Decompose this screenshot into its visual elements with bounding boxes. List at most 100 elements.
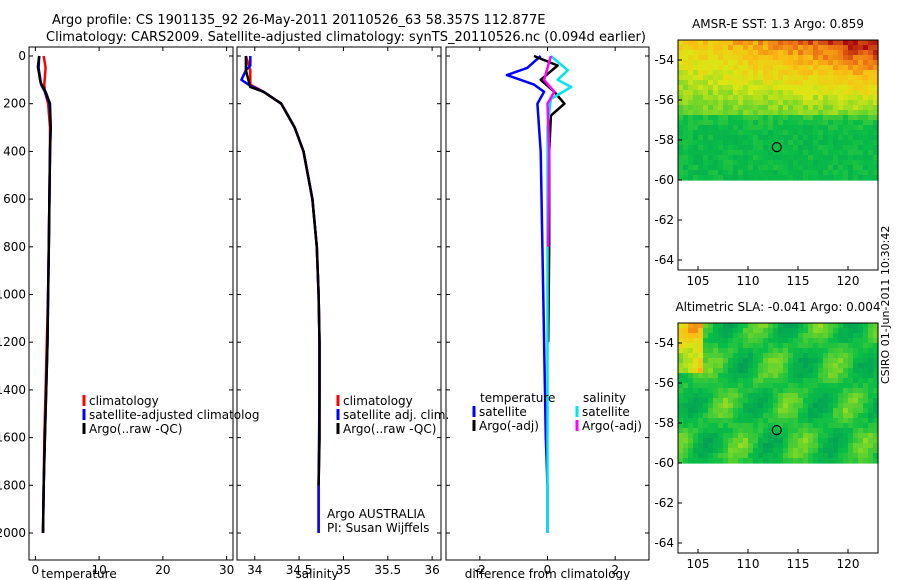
heatmap-cell [683,140,689,146]
heatmap-cell [713,85,719,91]
heatmap-cell [868,433,874,439]
heatmap-cell [768,383,774,389]
heatmap-cell [728,393,734,399]
heatmap-cell [868,140,874,146]
temp-legend-item-label: climatology [89,394,159,408]
profile-title: Argo profile: CS 1901135_92 26-May-2011 … [52,13,546,28]
heatmap-cell [838,453,844,459]
heatmap-cell [783,418,789,424]
heatmap-cell [818,110,824,116]
heatmap-cell [858,443,864,449]
heatmap-cell [793,453,799,459]
heatmap-cell [873,373,879,379]
heatmap-cell [743,398,749,404]
heatmap-cell [763,170,769,176]
heatmap-cell [733,453,739,459]
heatmap-cell [773,45,779,51]
heatmap-cell [728,95,734,101]
argo-position-marker [771,142,782,153]
heatmap-cell [708,135,714,141]
heatmap-cell [793,418,799,424]
heatmap-cell [813,85,819,91]
heatmap-cell [678,95,684,101]
heatmap-cell [793,50,799,56]
heatmap-cell [788,75,794,81]
heatmap-cell [858,90,864,96]
heatmap-cell [803,448,809,454]
heatmap-cell [873,328,879,334]
heatmap-cell [873,403,879,409]
heatmap-cell [793,403,799,409]
heatmap-cell [868,60,874,66]
heatmap-cell [833,443,839,449]
heatmap-cell [803,353,809,359]
heatmap-cell [748,60,754,66]
heatmap-cell [853,443,859,449]
heatmap-cell [713,423,719,429]
heatmap-cell [753,175,759,181]
heatmap-cell [733,378,739,384]
heatmap-cell [753,398,759,404]
heatmap-cell [783,60,789,66]
heatmap-cell [728,55,734,61]
heatmap-cell [753,85,759,91]
heatmap-cell [678,433,684,439]
heatmap-cell [758,65,764,71]
heatmap-cell [838,438,844,444]
heatmap-cell [818,55,824,61]
heatmap-cell [723,368,729,374]
heatmap-cell [783,150,789,156]
heatmap-cell [748,100,754,106]
heatmap-cell [763,175,769,181]
heatmap-cell [678,90,684,96]
heatmap-cell [783,55,789,61]
heatmap-cell [838,378,844,384]
heatmap-cell [858,115,864,121]
heatmap-cell [708,383,714,389]
heatmap-cell [783,388,789,394]
heatmap-cell [803,155,809,161]
heatmap-cell [823,125,829,131]
heatmap-cell [793,438,799,444]
heatmap-cell [798,95,804,101]
heatmap-cell [873,105,879,111]
heatmap-cell [848,408,854,414]
heatmap-cell [778,100,784,106]
heatmap-cell [728,60,734,66]
heatmap-cell [788,458,794,464]
heatmap-cell [818,40,824,46]
diff-legend-item-label: Argo(-adj) [479,419,539,433]
heatmap-cell [713,140,719,146]
heatmap-cell [768,65,774,71]
heatmap-cell [843,328,849,334]
heatmap-cell [868,95,874,101]
heatmap-cell [728,373,734,379]
heatmap-cell [753,333,759,339]
heatmap-cell [748,120,754,126]
heatmap-cell [698,90,704,96]
heatmap-cell [823,70,829,76]
heatmap-cell [738,75,744,81]
y-tick-label: 400 [3,144,26,158]
heatmap-cell [763,120,769,126]
heatmap-cell [773,85,779,91]
heatmap-cell [708,80,714,86]
heatmap-cell [723,150,729,156]
heatmap-cell [728,323,734,329]
heatmap-cell [833,358,839,364]
heatmap-cell [698,175,704,181]
heatmap-cell [798,418,804,424]
heatmap-cell [853,120,859,126]
heatmap-cell [773,95,779,101]
heatmap-cell [818,428,824,434]
heatmap-cell [738,433,744,439]
heatmap-cell [738,80,744,86]
heatmap-cell [758,443,764,449]
heatmap-cell [783,65,789,71]
heatmap-cell [743,353,749,359]
heatmap-cell [838,130,844,136]
heatmap-cell [858,165,864,171]
heatmap-cell [793,140,799,146]
heatmap-cell [858,333,864,339]
heatmap-cell [688,105,694,111]
